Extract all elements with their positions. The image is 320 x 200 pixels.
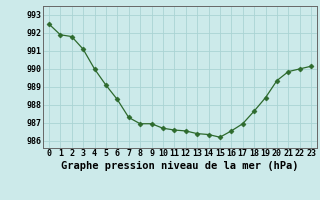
X-axis label: Graphe pression niveau de la mer (hPa): Graphe pression niveau de la mer (hPa): [61, 161, 299, 171]
